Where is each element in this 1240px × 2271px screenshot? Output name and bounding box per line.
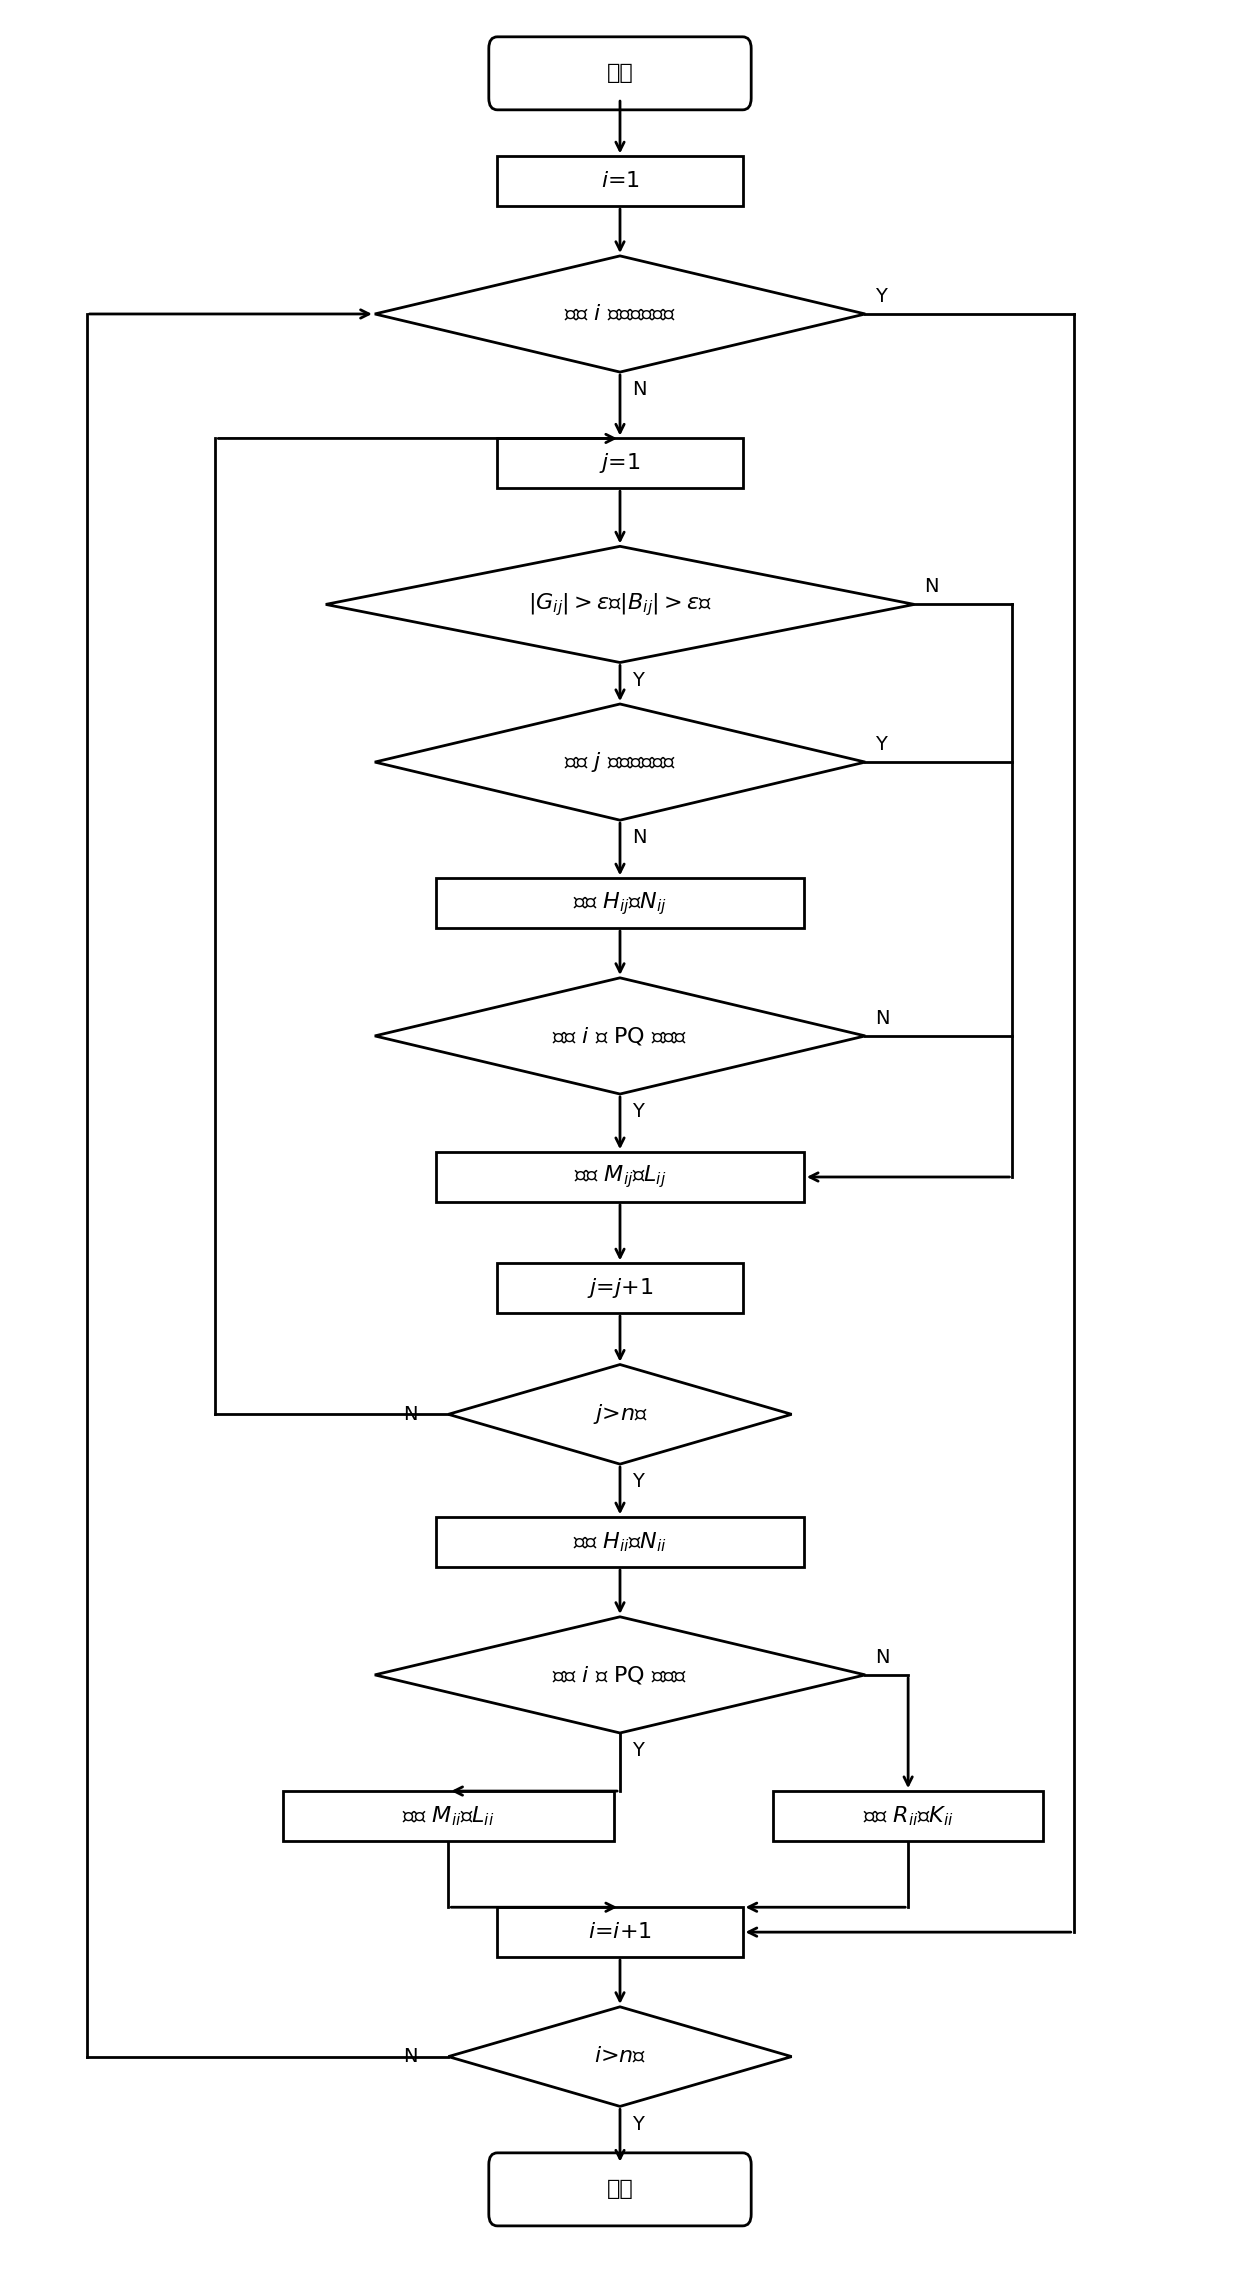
Text: $i$>$n$？: $i$>$n$？ [594, 2046, 646, 2067]
Text: $j$=$j$+1: $j$=$j$+1 [587, 1276, 653, 1301]
Text: 计算 $H_{ij}$、$N_{ij}$: 计算 $H_{ij}$、$N_{ij}$ [573, 890, 667, 917]
Text: 节点 $i$ 是 PQ 节点？: 节点 $i$ 是 PQ 节点？ [553, 1665, 687, 1685]
FancyBboxPatch shape [489, 36, 751, 109]
Text: N: N [403, 2046, 418, 2067]
Text: Y: Y [632, 1101, 644, 1122]
Polygon shape [449, 2008, 791, 2107]
Text: Y: Y [875, 736, 887, 754]
Polygon shape [374, 704, 866, 820]
Bar [283, 1792, 614, 1842]
Bar [436, 1151, 804, 1201]
Text: $i$=$i$+1: $i$=$i$+1 [588, 1921, 652, 1942]
Bar [436, 879, 804, 929]
Polygon shape [374, 1617, 866, 1733]
Text: 计算 $R_{ii}$、$K_{ii}$: 计算 $R_{ii}$、$K_{ii}$ [863, 1803, 954, 1828]
Text: N: N [632, 379, 647, 400]
Text: $|G_{ij}|>ε$或$|B_{ij}|>ε$？: $|G_{ij}|>ε$或$|B_{ij}|>ε$？ [528, 590, 712, 618]
FancyBboxPatch shape [489, 2153, 751, 2226]
Text: N: N [632, 829, 647, 847]
Bar [497, 157, 743, 207]
Text: 计算 $M_{ij}$、$L_{ij}$: 计算 $M_{ij}$、$L_{ij}$ [574, 1163, 666, 1190]
Text: N: N [875, 1008, 889, 1026]
Polygon shape [326, 547, 914, 663]
Bar [774, 1792, 1043, 1842]
Text: Y: Y [875, 286, 887, 307]
Bar [497, 1908, 743, 1958]
Text: $i$=1: $i$=1 [600, 170, 640, 191]
Polygon shape [374, 257, 866, 372]
Bar [436, 1517, 804, 1567]
Text: 开始: 开始 [606, 64, 634, 84]
Text: 修正 $M_{ii}$、$L_{ii}$: 修正 $M_{ii}$、$L_{ii}$ [402, 1803, 495, 1828]
Text: Y: Y [632, 670, 644, 690]
Bar [497, 438, 743, 488]
Text: 节点 $i$ 是 PQ 节点？: 节点 $i$ 是 PQ 节点？ [553, 1024, 687, 1047]
Text: Y: Y [632, 1472, 644, 1492]
Text: Y: Y [632, 2114, 644, 2135]
Text: $j$=1: $j$=1 [599, 452, 641, 475]
Polygon shape [449, 1365, 791, 1465]
Text: N: N [924, 577, 939, 595]
Text: N: N [875, 1646, 889, 1667]
Bar [497, 1263, 743, 1313]
Text: 修正 $H_{ii}$、$N_{ii}$: 修正 $H_{ii}$、$N_{ii}$ [573, 1531, 667, 1553]
Text: Y: Y [632, 1742, 644, 1760]
Text: 节点 $i$ 是平衡节点？: 节点 $i$ 是平衡节点？ [564, 304, 676, 325]
Text: 节点 $j$ 是平衡节点？: 节点 $j$ 是平衡节点？ [564, 749, 676, 774]
Text: $j$>$n$？: $j$>$n$？ [593, 1401, 647, 1426]
Text: 结束: 结束 [606, 2180, 634, 2198]
Polygon shape [374, 979, 866, 1095]
Text: N: N [403, 1406, 418, 1424]
